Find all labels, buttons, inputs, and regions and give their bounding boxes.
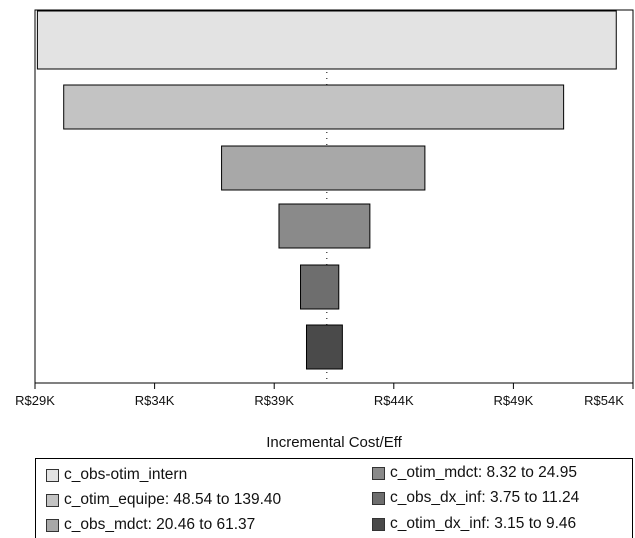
bars-group xyxy=(36,10,617,370)
tornado-bar xyxy=(221,145,426,191)
legend-item: c_obs_mdct: 20.46 to 61.37 xyxy=(46,516,255,534)
legend-item: c_obs-otim_intern xyxy=(46,466,187,484)
legend-swatch xyxy=(372,517,385,531)
legend-label: c_otim_dx_inf: 3.15 to 9.46 xyxy=(390,515,577,532)
x-tick-label: R$44K xyxy=(374,393,414,408)
x-tick-label: R$29K xyxy=(15,393,55,408)
x-axis-title: Incremental Cost/Eff xyxy=(266,434,402,451)
legend-item: c_otim_dx_inf: 3.15 to 9.46 xyxy=(372,515,576,533)
legend-label: c_obs-otim_intern xyxy=(64,466,188,483)
legend-item: c_otim_equipe: 48.54 to 139.40 xyxy=(46,491,281,509)
x-axis: R$29K R$34K R$39K R$44K R$49K R$54K xyxy=(15,383,634,408)
tornado-bar xyxy=(36,10,617,70)
legend-label: c_otim_equipe: 48.54 to 139.40 xyxy=(64,491,282,508)
legend-swatch xyxy=(46,518,59,532)
x-tick-label: R$39K xyxy=(254,393,294,408)
legend-label: c_otim_mdct: 8.32 to 24.95 xyxy=(390,464,577,481)
legend-item: c_otim_mdct: 8.32 to 24.95 xyxy=(372,464,577,482)
legend-label: c_obs_mdct: 20.46 to 61.37 xyxy=(64,516,256,533)
tornado-bar xyxy=(300,264,340,310)
legend-label: c_obs_dx_inf: 3.75 to 11.24 xyxy=(390,489,580,506)
x-tick-label: R$49K xyxy=(494,393,534,408)
legend-item: c_obs_dx_inf: 3.75 to 11.24 xyxy=(372,489,579,507)
legend-swatch xyxy=(46,468,59,482)
legend-swatch xyxy=(46,493,59,507)
tornado-bar xyxy=(305,324,343,370)
tornado-bar xyxy=(278,203,371,249)
x-tick-label: R$54K xyxy=(584,393,624,408)
legend-swatch xyxy=(372,466,385,480)
tornado-bar xyxy=(63,84,565,130)
legend-swatch xyxy=(372,491,385,505)
x-tick-label: R$34K xyxy=(135,393,175,408)
plot-area-frame xyxy=(34,9,634,384)
legend: c_obs-otim_intern c_otim_equipe: 48.54 t… xyxy=(35,458,633,538)
